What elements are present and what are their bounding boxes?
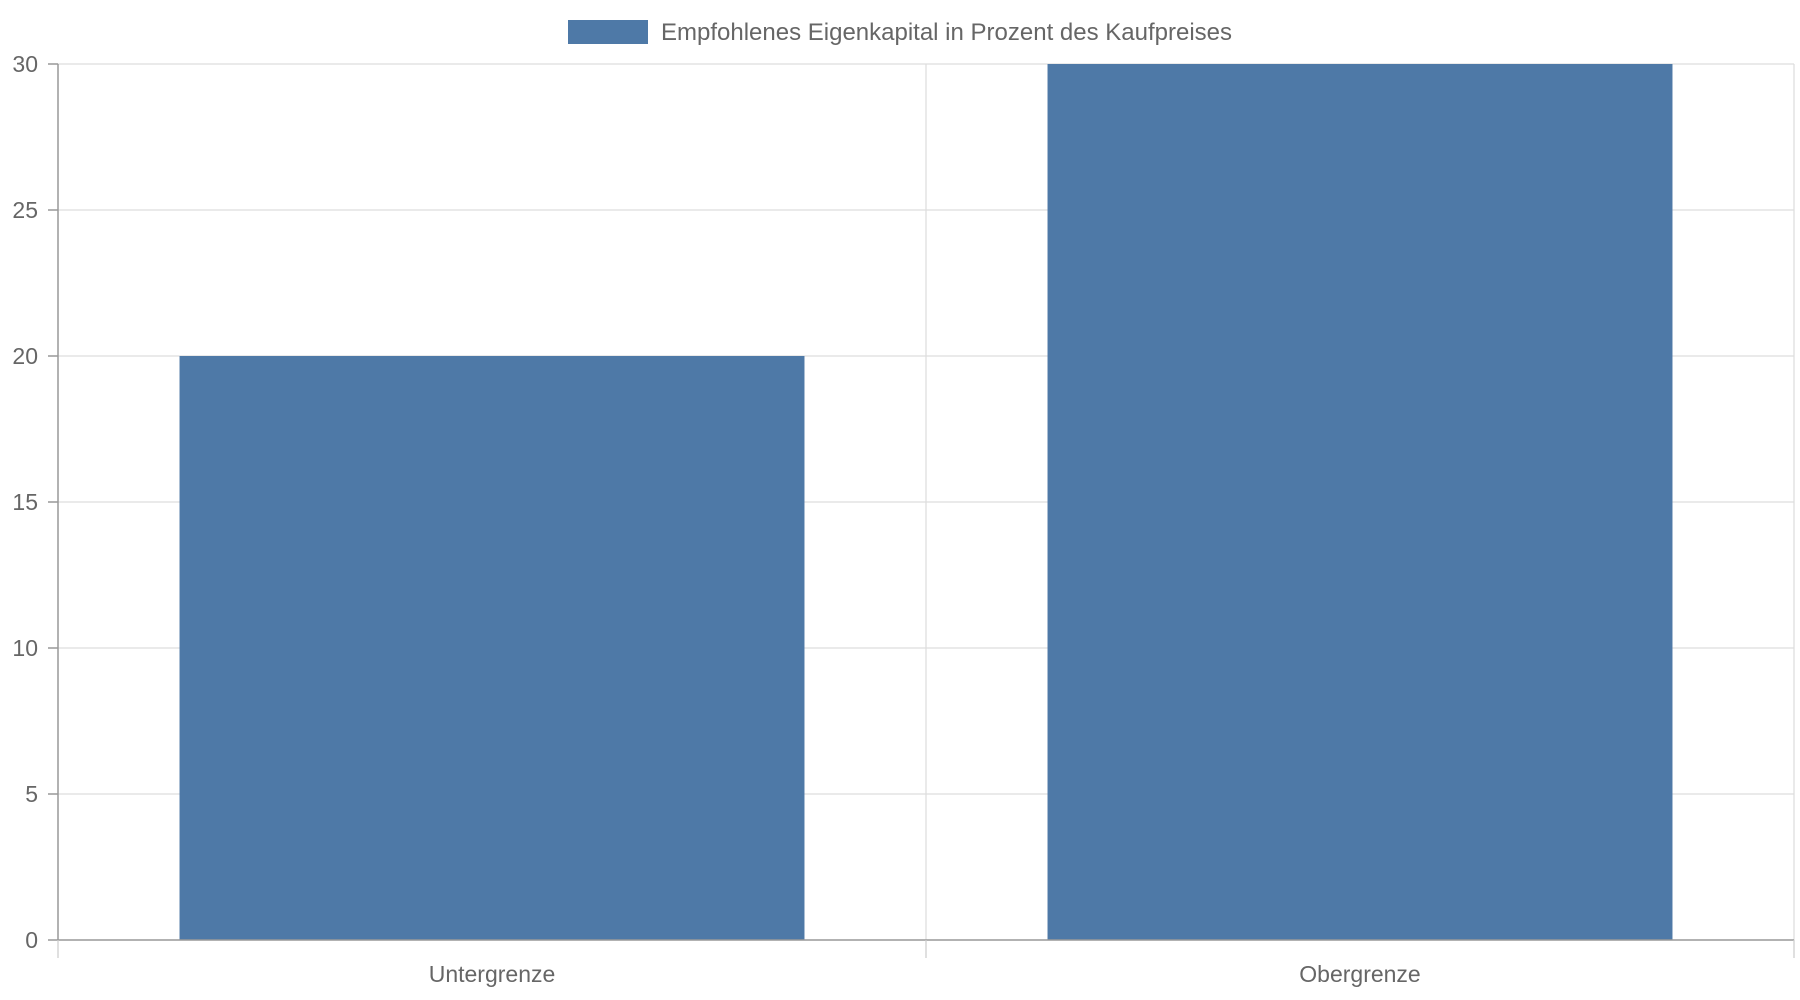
bar [1047,64,1673,940]
x-tick-label: Obergrenze [1299,961,1420,987]
y-tick-label: 15 [12,489,38,515]
y-tick-label: 25 [12,197,38,223]
y-tick-label: 20 [12,343,38,369]
legend-label: Empfohlenes Eigenkapital in Prozent des … [661,19,1232,46]
y-tick-label: 0 [25,927,38,953]
y-axis-ticks: 0 5 10 15 20 25 30 [12,51,58,953]
legend-swatch [568,20,648,44]
y-tick-label: 5 [25,781,38,807]
bar [179,356,805,940]
y-tick-label: 30 [12,51,38,77]
legend[interactable]: Empfohlenes Eigenkapital in Prozent des … [568,19,1232,46]
x-tick-label: Untergrenze [429,961,556,987]
x-axis-ticks: Untergrenze Obergrenze [57,940,1795,987]
y-tick-label: 10 [12,635,38,661]
bars [179,64,1673,940]
